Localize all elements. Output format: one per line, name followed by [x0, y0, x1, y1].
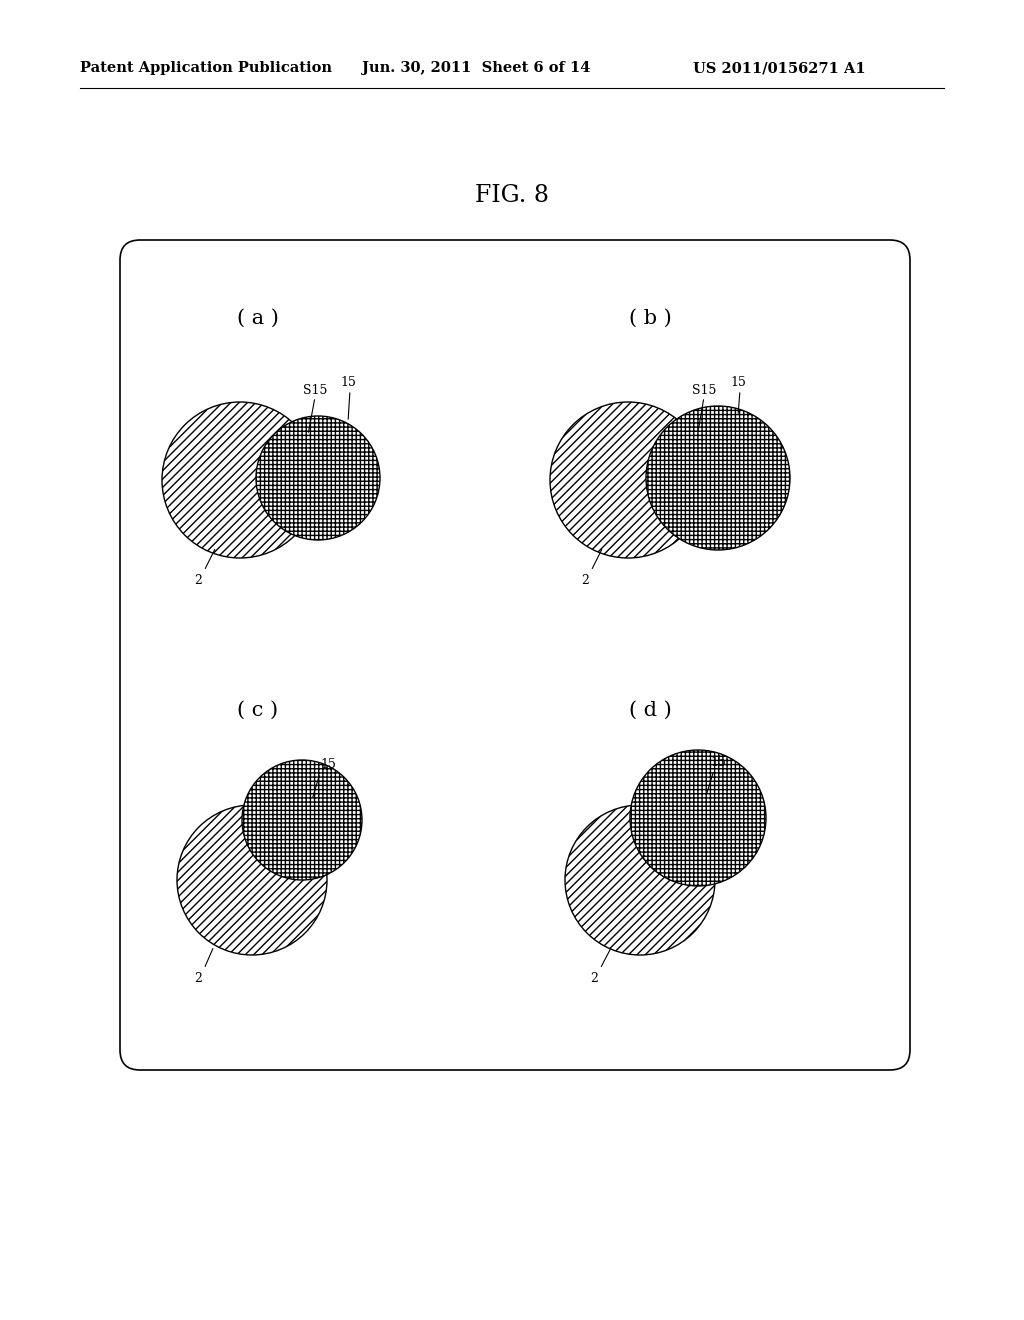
Text: ( a ): ( a ): [238, 309, 279, 327]
Circle shape: [550, 403, 706, 558]
Circle shape: [565, 805, 715, 954]
Text: Jun. 30, 2011  Sheet 6 of 14: Jun. 30, 2011 Sheet 6 of 14: [362, 61, 591, 75]
Text: ( b ): ( b ): [629, 309, 672, 327]
Circle shape: [256, 416, 380, 540]
Circle shape: [646, 407, 790, 550]
Circle shape: [177, 805, 327, 954]
Text: 15: 15: [710, 755, 726, 768]
Text: 15: 15: [730, 375, 745, 388]
FancyBboxPatch shape: [120, 240, 910, 1071]
Text: 15: 15: [340, 375, 356, 388]
Text: ( c ): ( c ): [238, 701, 279, 719]
Circle shape: [242, 760, 362, 880]
Text: Patent Application Publication: Patent Application Publication: [80, 61, 332, 75]
Text: S15: S15: [303, 384, 328, 396]
Text: US 2011/0156271 A1: US 2011/0156271 A1: [693, 61, 865, 75]
Circle shape: [630, 750, 766, 886]
Text: 2: 2: [590, 972, 598, 985]
Text: 2: 2: [581, 573, 589, 586]
Text: 15: 15: [321, 759, 336, 771]
Circle shape: [162, 403, 318, 558]
Text: 2: 2: [195, 972, 202, 985]
Text: S15: S15: [692, 384, 716, 396]
Text: ( d ): ( d ): [629, 701, 672, 719]
Text: 2: 2: [195, 573, 202, 586]
Text: FIG. 8: FIG. 8: [475, 183, 549, 206]
